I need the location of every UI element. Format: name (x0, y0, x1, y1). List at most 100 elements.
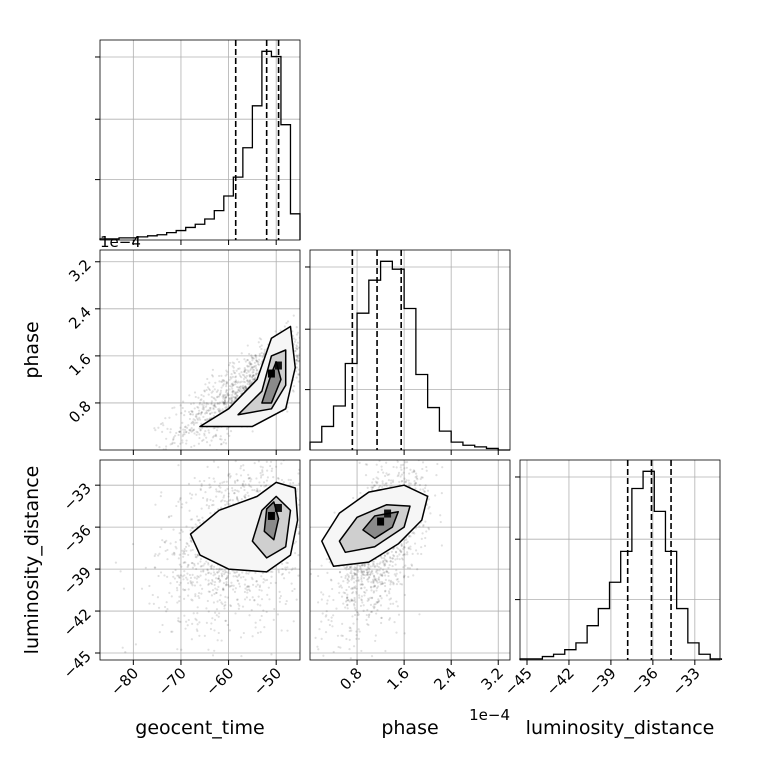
sample-point (235, 369, 238, 372)
sample-point (239, 467, 242, 470)
sample-point (402, 576, 406, 579)
sample-point (185, 439, 188, 442)
sample-point (228, 401, 231, 404)
sample-point (381, 573, 384, 576)
sample-point (233, 491, 236, 495)
sample-point (211, 578, 214, 582)
sample-point (169, 431, 172, 434)
sample-point (240, 375, 243, 379)
sample-point (356, 613, 359, 617)
sample-point (223, 569, 227, 572)
sample-point (298, 373, 300, 376)
sample-point (360, 649, 363, 653)
sample-point (226, 394, 230, 397)
sample-point (396, 474, 399, 478)
sample-point (251, 583, 255, 586)
sample-point (207, 561, 210, 565)
sample-point (248, 614, 251, 617)
contour-line-1 (338, 504, 411, 554)
sample-point (223, 398, 226, 402)
sample-point (187, 553, 190, 557)
sample-point (208, 388, 212, 392)
sample-point (418, 525, 421, 528)
sample-point (382, 471, 385, 474)
sample-point (219, 482, 222, 485)
sample-point (413, 470, 416, 473)
sample-point (124, 651, 127, 654)
sample-point (219, 486, 222, 489)
sample-point (365, 568, 368, 571)
sample-point (217, 615, 220, 618)
sample-point (386, 570, 389, 573)
sample-point (185, 430, 188, 433)
sample-point (388, 617, 392, 620)
sample-point (252, 378, 255, 381)
sample-point (258, 345, 262, 348)
sample-point (171, 630, 174, 633)
sample-point (212, 568, 215, 571)
sample-point (203, 479, 206, 483)
sample-point (228, 585, 231, 588)
sample-point (198, 436, 201, 440)
sample-point (244, 385, 247, 388)
sample-point (200, 564, 203, 568)
sample-point (355, 568, 358, 571)
sample-point (414, 476, 417, 479)
sample-point (415, 475, 418, 478)
sample-point (398, 480, 401, 484)
sample-point (214, 399, 217, 402)
sample-point (383, 590, 387, 593)
sample-point (231, 383, 234, 386)
sample-point (196, 418, 200, 421)
sample-point (206, 599, 209, 603)
sample-point (225, 381, 229, 385)
sample-point (225, 580, 228, 584)
sample-point (347, 579, 351, 583)
sample-point (177, 500, 180, 503)
sample-point (225, 405, 228, 408)
sample-point (233, 380, 236, 383)
sample-point (243, 375, 246, 379)
sample-point (176, 451, 178, 453)
sample-point (230, 399, 233, 402)
sample-point (379, 595, 382, 598)
sample-point (239, 381, 242, 384)
sample-point (380, 468, 383, 471)
sample-point (199, 488, 202, 492)
sample-point (305, 347, 307, 349)
sample-point (213, 402, 216, 405)
sample-point (395, 466, 398, 469)
sample-point (249, 380, 253, 384)
sample-point (271, 570, 274, 573)
sample-point (121, 646, 124, 649)
sample-point (192, 429, 195, 432)
sample-point (179, 404, 182, 407)
sample-point (258, 352, 261, 356)
sample-point (258, 358, 261, 361)
sample-point (177, 464, 180, 467)
sample-point (320, 591, 323, 594)
sample-point (247, 494, 250, 497)
scatter-panel-geocent_time-luminosity_distance (99, 459, 301, 661)
sample-point (224, 395, 228, 399)
sample-point (266, 593, 269, 596)
sample-point (236, 381, 239, 384)
sample-point (348, 638, 351, 641)
sample-point (265, 484, 268, 487)
sample-point (218, 407, 221, 410)
sample-point (158, 552, 161, 555)
sample-point (305, 374, 307, 376)
sample-point (190, 527, 193, 530)
sample-point (255, 369, 258, 372)
sample-point (197, 553, 200, 556)
sample-point (384, 482, 387, 485)
sample-point (237, 602, 240, 606)
sample-point (348, 565, 351, 568)
sample-point (302, 372, 304, 374)
sample-point (300, 349, 302, 351)
sample-point (353, 577, 356, 580)
sample-point (360, 587, 363, 590)
sample-point (232, 575, 235, 578)
sample-point (354, 585, 357, 588)
sample-point (394, 558, 397, 561)
